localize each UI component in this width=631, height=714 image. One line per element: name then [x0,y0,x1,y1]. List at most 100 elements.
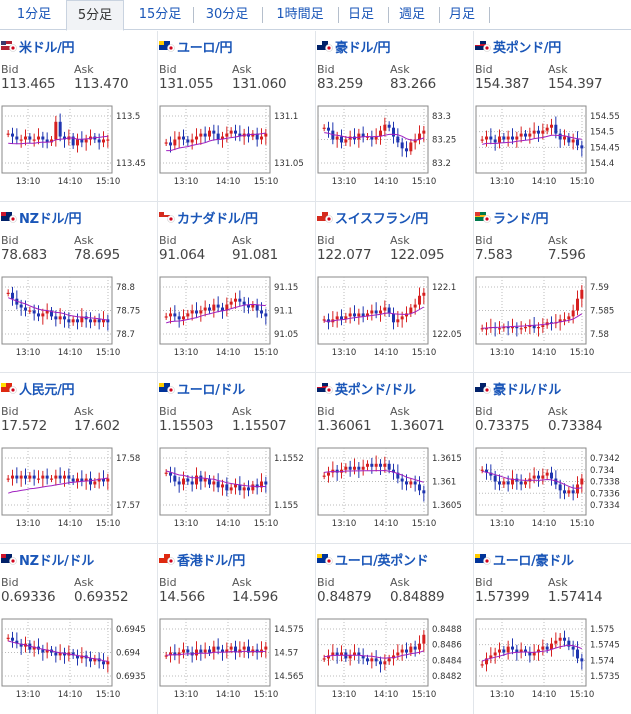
currency-pair-name[interactable]: 英ポンド/ドル [335,382,416,398]
candle-body [199,133,203,137]
candle-body [405,649,408,653]
currency-pair-link[interactable]: ユーロ/英ポンド [317,550,429,569]
candle-body [11,133,14,137]
tab-weekly[interactable]: 週足 [398,7,425,22]
x-tick-label: 14:10 [216,177,241,187]
tab-separator [439,7,440,23]
candle-body [164,472,168,474]
candle-body [357,313,361,317]
currency-pair-name[interactable]: 豪ドル/ドル [493,382,561,398]
candle-body [571,646,575,650]
candle-body [322,475,326,477]
candle-body [344,316,348,320]
candle-body [24,307,27,311]
x-tick-label: 13:10 [490,690,515,700]
candle-body [63,475,66,479]
currency-card: ユーロ/ドル Bid Ask 1.15503 1.15507 1.1552 1.155 13:… [158,373,316,544]
currency-pair-link[interactable]: カナダドル/円 [159,208,258,227]
currency-pair-link[interactable]: 豪ドル/ドル [475,379,561,398]
candle-body [580,145,584,149]
tab-15min[interactable]: 15分足 [138,7,182,22]
currency-pair-link[interactable]: NZドル/ドル [1,550,94,569]
currency-pair-name[interactable]: 豪ドル/円 [335,40,391,56]
candle-body [506,136,510,140]
currency-pair-name[interactable]: ユーロ/英ポンド [335,553,429,569]
candle-body [498,136,501,143]
moving-average-line [166,303,266,324]
currency-pair-name[interactable]: ユーロ/円 [177,40,233,56]
currency-pair-link[interactable]: 英ポンド/円 [475,37,561,56]
currency-pair-name[interactable]: ユーロ/ドル [177,382,245,398]
tab-separator [489,7,490,23]
candle-body [563,319,566,321]
timeframe-tabbar: 1分足 5分足 15分足 30分足 1時間足 日足 週足 月足 [0,0,631,31]
candle-body [234,484,237,488]
candle-body [45,649,49,653]
currency-pair-link[interactable]: ユーロ/豪ドル [475,550,574,569]
candle-body [45,475,49,479]
currency-pair-link[interactable]: ユーロ/円 [159,37,233,56]
currency-pair-link[interactable]: 人民元/円 [1,379,75,398]
flag-icon [159,553,175,565]
candle-body [234,130,237,134]
candle-body [480,139,484,141]
candle-body [580,478,584,485]
currency-pair-link[interactable]: 香港ドル/円 [159,550,245,569]
currency-pair-link[interactable]: NZドル/円 [1,208,82,227]
candle-body [485,469,488,473]
candle-body [177,136,181,140]
currency-pair-name[interactable]: カナダドル/円 [177,211,258,227]
tab-1hour[interactable]: 1時間足 [276,7,324,22]
ask-label: Ask [232,234,252,247]
candle-body [173,652,177,656]
y-tick-label: 1.575 [590,625,614,635]
y-tick-label: 122.05 [432,330,462,340]
currency-pair-link[interactable]: ランド/円 [475,208,549,227]
currency-pair-link[interactable]: スイスフラン/円 [317,208,428,227]
candle-body [541,475,545,479]
y-tick-label: 113.5 [116,112,140,122]
price-chart: 0.8488 0.8486 0.8484 0.8482 13:10 14:10 15:10 [317,618,462,700]
tab-daily[interactable]: 日足 [347,7,374,22]
moving-average-line [324,650,424,659]
flag-icon [317,211,333,223]
y-tick-label: 0.6945 [116,625,146,635]
currency-pair-link[interactable]: 豪ドル/円 [317,37,391,56]
tab-monthly[interactable]: 月足 [448,7,475,22]
candle-body [558,637,562,641]
x-tick-label: 15:10 [570,348,595,358]
currency-pair-name[interactable]: 人民元/円 [19,382,75,398]
candle-body [422,490,426,494]
tab-30min[interactable]: 30分足 [205,7,249,22]
candle-body [567,316,571,320]
candle-body [199,310,203,314]
currency-pair-link[interactable]: 英ポンド/ドル [317,379,416,398]
tab-1min[interactable]: 1分足 [16,7,52,22]
tab-5min[interactable]: 5分足 [66,0,124,31]
currency-pair-name[interactable]: ランド/円 [493,211,549,227]
candle-body [106,139,110,141]
price-chart: 7.59 7.585 7.58 13:10 14:10 15:10 [475,276,614,358]
currency-pair-name[interactable]: NZドル/円 [19,211,82,227]
currency-pair-name[interactable]: NZドル/ドル [19,553,94,569]
x-tick-label: 14:10 [532,690,557,700]
candle-body [19,643,23,647]
candle-body [396,652,400,656]
ask-label: Ask [232,576,252,589]
currency-pair-name[interactable]: 英ポンド/円 [493,40,561,56]
x-tick-label: 13:10 [174,348,199,358]
candle-body [71,652,75,656]
bid-value: 7.583 [475,247,513,263]
currency-pair-name[interactable]: 香港ドル/円 [177,553,245,569]
currency-pair-link[interactable]: ユーロ/ドル [159,379,245,398]
price-chart: 91.15 91.1 91.05 13:10 14:10 15:10 [159,276,298,358]
currency-pair-name[interactable]: 米ドル/円 [19,40,75,56]
ask-label: Ask [390,405,410,418]
currency-pair-link[interactable]: 米ドル/円 [1,37,75,56]
ask-label: Ask [74,405,94,418]
currency-pair-name[interactable]: スイスフラン/円 [335,211,428,227]
ask-label: Ask [74,63,94,76]
currency-card: カナダドル/円 Bid Ask 91.064 91.081 91.15 91.1 91.05 1… [158,202,316,373]
x-tick-label: 15:10 [96,519,121,529]
currency-pair-name[interactable]: ユーロ/豪ドル [493,553,574,569]
